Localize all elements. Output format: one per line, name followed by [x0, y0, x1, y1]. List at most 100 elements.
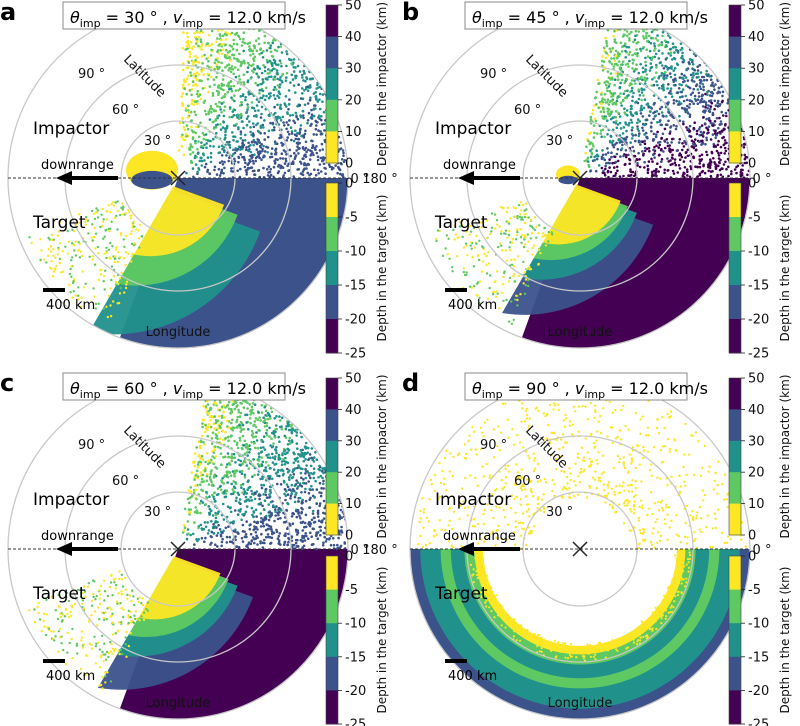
impactor-ejecta-point: [634, 29, 638, 33]
impactor-ejecta-point: [707, 73, 710, 76]
target-ejecta-point: [57, 650, 60, 653]
impactor-ejecta-point: [301, 109, 305, 113]
impactor-ejecta-point: [602, 169, 605, 173]
impactor-ejecta-point: [692, 126, 696, 130]
impactor-ejecta-point: [692, 156, 695, 160]
impactor-ejecta-point: [299, 97, 303, 100]
impactor-ejecta-point: [659, 123, 663, 127]
target-ejecta-point: [103, 288, 106, 291]
target-ejecta-point: [435, 239, 438, 243]
impactor-ejecta-point: [228, 156, 231, 159]
impactor-ejecta-point: [627, 65, 630, 68]
impactor-ejecta-point: [212, 109, 216, 112]
impactor-ejecta-point: [603, 81, 606, 84]
target-ejecta-point: [501, 283, 505, 286]
target-ejecta-point: [107, 294, 111, 298]
impactor-ejecta-point: [249, 532, 253, 536]
impactor-ejecta-point: [195, 469, 199, 473]
impactor-ejecta-point: [270, 54, 274, 58]
impactor-ejecta-point: [222, 490, 226, 494]
impactor-ejecta-point: [652, 103, 656, 106]
impactor-ejecta-point: [205, 146, 208, 149]
impactor-ejecta-point: [631, 61, 635, 65]
impactor-ejecta-point: [711, 124, 715, 127]
impactor-ejecta-point: [724, 111, 728, 115]
impactor-ejecta-point: [286, 112, 289, 116]
impactor-ejecta-point: [683, 139, 686, 143]
impactor-ejecta-point: [277, 513, 280, 517]
target-ejecta-point: [485, 272, 489, 275]
target-ejecta-point: [543, 242, 546, 245]
impactor-ejecta-point: [686, 79, 690, 82]
impactor-ejecta-point: [236, 147, 240, 151]
target-ejecta-point: [52, 630, 55, 633]
target-ejecta-point: [137, 600, 140, 604]
target-ejecta-point: [138, 246, 141, 249]
impactor-ejecta-point: [238, 78, 242, 81]
impactor-ejecta-point: [636, 125, 639, 128]
impactor-ejecta-point: [189, 74, 193, 77]
impactor-ejecta-point: [187, 83, 190, 86]
impactor-ejecta-point: [309, 154, 313, 157]
target-ejecta-point: [510, 322, 514, 325]
target-ejecta-point: [496, 292, 499, 295]
impactor-ejecta-point: [219, 49, 222, 52]
impactor-ejecta-point: [293, 495, 297, 499]
impactor-ejecta-point: [657, 57, 661, 60]
target-ejecta-point: [78, 256, 82, 259]
impactor-ejecta-point: [239, 167, 242, 171]
impactor-ejecta-point: [675, 62, 679, 65]
impactor-ejecta-point: [232, 84, 235, 88]
impactor-ejecta-point: [646, 136, 649, 140]
target-ejecta-point: [505, 259, 508, 262]
impactor-ejecta-point: [626, 114, 629, 117]
impactor-ejecta-point: [180, 135, 183, 139]
impactor-ejecta-point: [296, 529, 300, 532]
impactor-ejecta-point: [608, 161, 611, 165]
impactor-ejecta-point: [288, 436, 292, 440]
impactor-ejecta-point: [683, 74, 686, 77]
target-ejecta-point: [50, 238, 53, 242]
impactor-ejecta-point: [255, 115, 258, 118]
impactor-ejecta-point: [274, 424, 278, 427]
target-ejecta-point: [118, 577, 121, 580]
impactor-ejecta-point: [231, 456, 235, 460]
impactor-ejecta-point: [220, 414, 224, 418]
impactor-ejecta-point: [221, 537, 224, 541]
impactor-ejecta-point: [305, 464, 308, 467]
target-ejecta-point: [516, 214, 519, 218]
impactor-ejecta-point: [239, 411, 243, 415]
target-ejecta-point: [481, 260, 485, 263]
target-ejecta-point: [125, 283, 128, 286]
impactor-ejecta-point: [718, 130, 721, 134]
impactor-ejecta-point: [190, 68, 194, 71]
impactor-ejecta-point: [245, 173, 248, 176]
target-ejecta-point: [458, 220, 462, 224]
impactor-ejecta-point: [640, 104, 643, 108]
impactor-ejecta-point: [269, 50, 273, 54]
impactor-ejecta-point: [675, 124, 678, 128]
impactor-ejecta-point: [610, 151, 613, 154]
target-ejecta-point: [92, 212, 96, 215]
impactor-ejecta-point: [689, 73, 693, 77]
target-ejecta-point: [71, 281, 75, 285]
target-ejecta-point: [495, 290, 498, 293]
impactor-ejecta-point: [627, 53, 631, 56]
impactor-ejecta-point: [669, 150, 672, 154]
impactor-ejecta-point: [229, 412, 232, 415]
impactor-ejecta-point: [320, 123, 324, 126]
impactor-ejecta-point: [690, 78, 694, 82]
impactor-ejecta-point: [260, 456, 264, 459]
target-ejecta-point: [435, 237, 438, 240]
impactor-ejecta-point: [630, 121, 634, 124]
impactor-ejecta-point: [237, 408, 240, 412]
target-ejecta-point: [33, 620, 37, 624]
impactor-ejecta-point: [189, 41, 193, 44]
target-ejecta-point: [523, 215, 527, 219]
impactor-ejecta-point: [186, 35, 190, 39]
impactor-ejecta-point: [289, 497, 292, 500]
impactor-ejecta-point: [207, 529, 211, 532]
impactor-ejecta-point: [624, 63, 628, 66]
impactor-ejecta-point: [238, 415, 242, 418]
